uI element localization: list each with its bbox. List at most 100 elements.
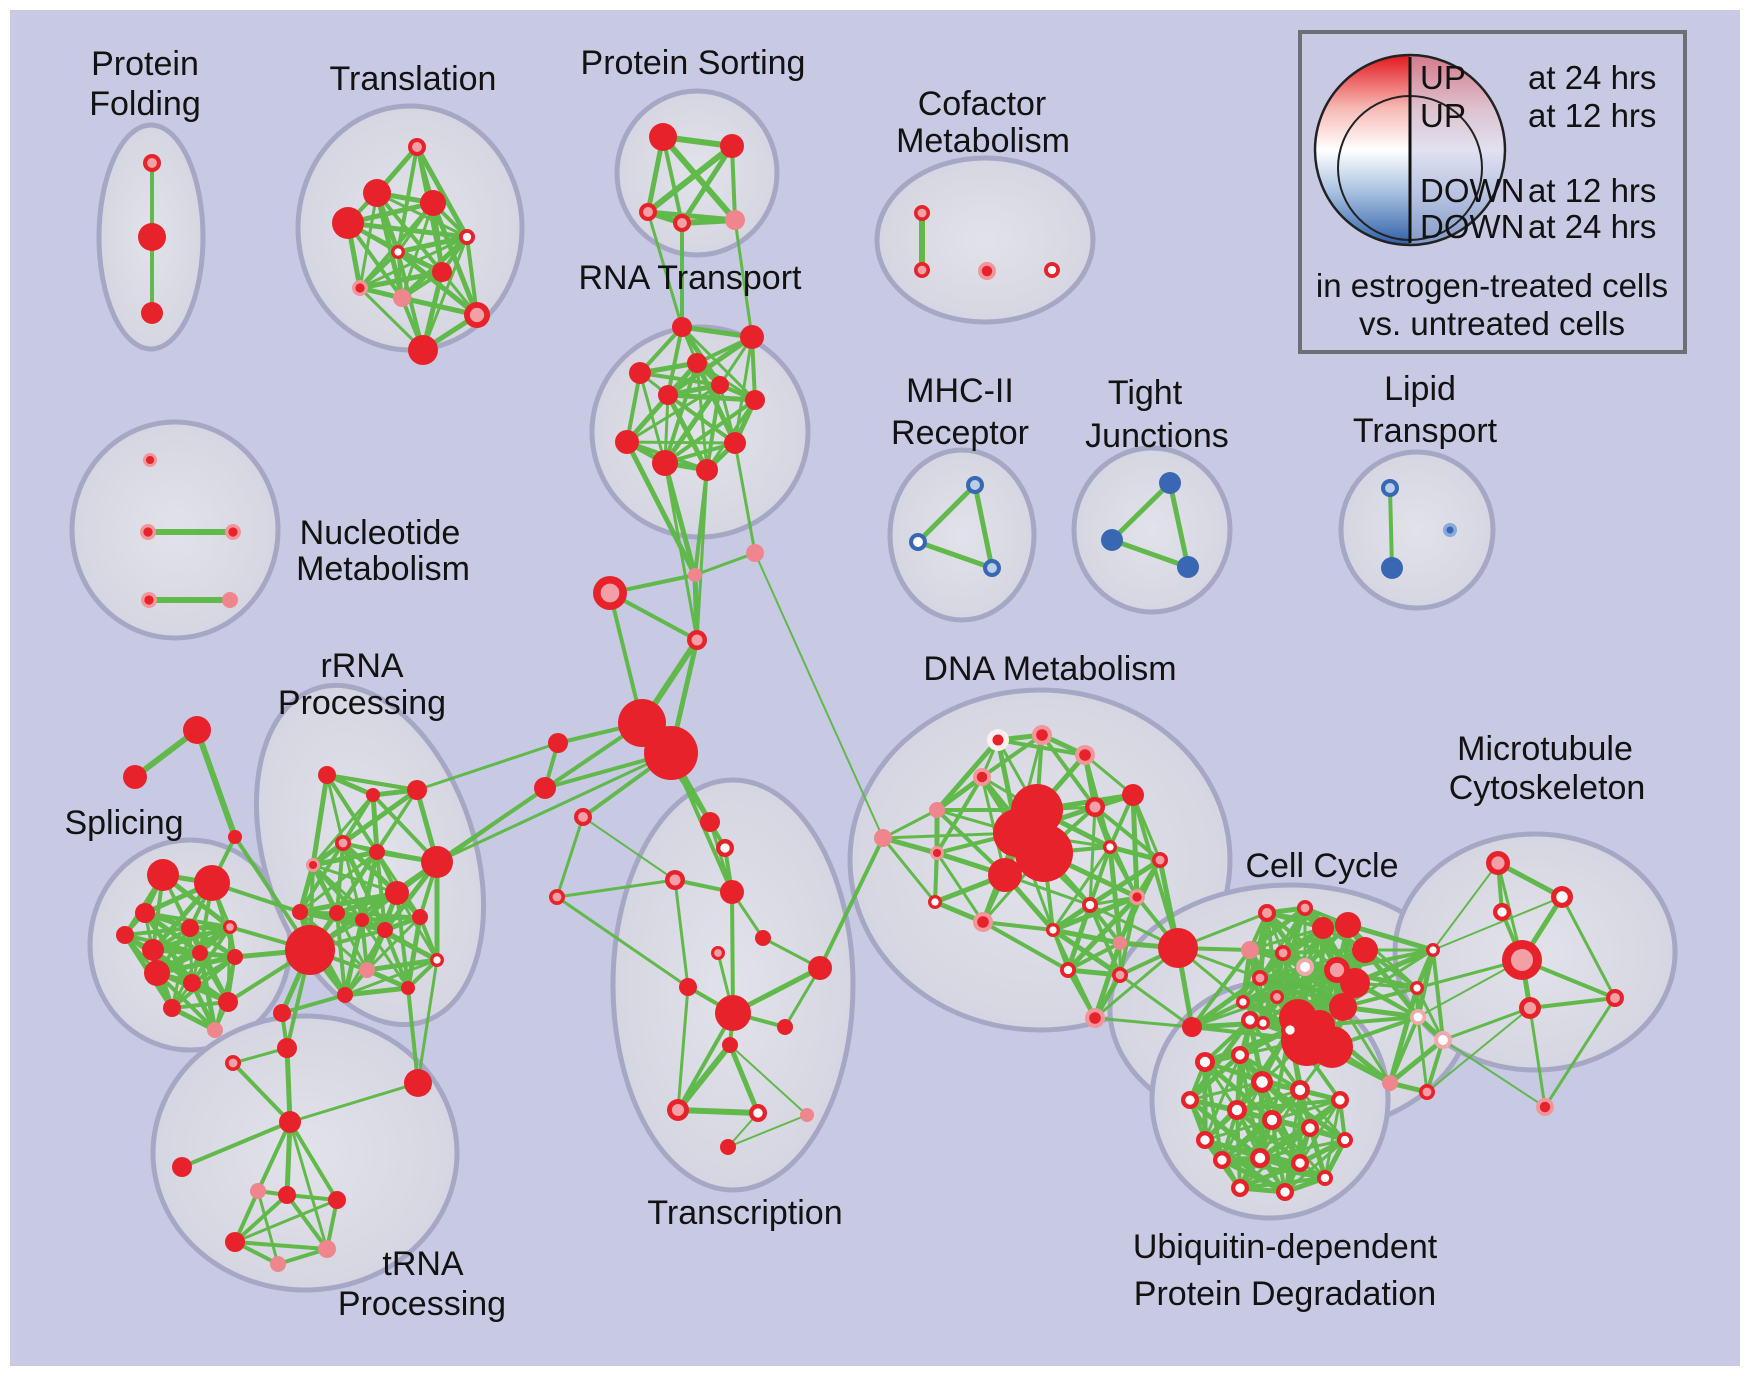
edge — [881, 836, 937, 904]
gene-node — [1195, 1052, 1215, 1072]
gene-node — [207, 1022, 223, 1038]
gene-node — [988, 858, 1022, 892]
gene-node — [1101, 529, 1123, 551]
edge — [915, 539, 995, 571]
cluster-ellipse-tight — [1071, 445, 1233, 615]
edge — [1237, 1160, 1303, 1191]
edge — [233, 1120, 292, 1244]
gene-node — [1410, 1009, 1426, 1025]
edge — [1190, 948, 1252, 1029]
gene-node — [366, 788, 380, 802]
gene-node — [135, 903, 155, 923]
gene-node — [1227, 1100, 1247, 1120]
gene-node — [1262, 1110, 1282, 1130]
edge — [1092, 940, 1123, 1021]
gene-node — [143, 453, 157, 467]
gene-node — [1536, 1098, 1554, 1116]
legend-entry-time: at 12 hrs — [1528, 172, 1656, 209]
gene-node — [1329, 993, 1357, 1021]
edge — [730, 890, 735, 1015]
gene-node — [222, 592, 238, 608]
gene-node — [279, 1111, 301, 1133]
gene-node — [328, 1191, 346, 1209]
cluster-label: Metabolism — [296, 550, 470, 588]
gene-node — [724, 432, 746, 454]
gene-node — [1231, 1179, 1249, 1197]
gene-node — [1085, 1008, 1105, 1028]
legend-entry-time: at 24 hrs — [1528, 59, 1656, 96]
gene-node — [1060, 962, 1076, 978]
gene-node — [181, 919, 199, 937]
gene-node — [983, 559, 1001, 577]
gene-node — [1103, 840, 1117, 854]
edge — [660, 134, 738, 223]
edge — [555, 815, 585, 899]
gene-node — [973, 768, 991, 786]
gene-node — [421, 846, 453, 878]
edge — [1543, 996, 1617, 1109]
edge — [1387, 985, 1420, 1086]
edge — [1247, 905, 1308, 953]
gene-node — [1493, 903, 1511, 921]
edge — [1203, 1118, 1274, 1142]
edge — [625, 383, 722, 444]
gene-node — [363, 179, 391, 207]
edge — [310, 849, 380, 868]
edge — [624, 439, 698, 578]
edge — [415, 741, 560, 792]
cluster-label: Metabolism — [896, 122, 1070, 160]
edge — [285, 1193, 329, 1251]
edge — [754, 552, 884, 839]
edge — [675, 1042, 733, 1113]
nodes — [116, 123, 1624, 1272]
edge — [934, 737, 1001, 813]
gene-node — [1181, 1091, 1199, 1109]
gene-node — [1296, 958, 1314, 976]
edge — [693, 551, 757, 577]
edge — [972, 482, 995, 571]
edge — [1425, 1038, 1445, 1094]
gene-node — [1159, 472, 1181, 494]
edge — [1167, 480, 1191, 570]
edge — [1341, 1005, 1392, 1085]
edge — [383, 928, 410, 990]
cluster-label: RNA Transport — [579, 259, 803, 297]
gene-node — [749, 1104, 767, 1122]
gene-node — [1381, 479, 1399, 497]
edge — [673, 878, 690, 989]
edge — [357, 269, 445, 291]
gene-node — [318, 1240, 336, 1258]
gene-node — [1046, 923, 1060, 937]
edge — [1318, 1015, 1420, 1027]
gene-node — [929, 802, 945, 818]
edge — [1281, 948, 1367, 955]
gene-node — [1502, 940, 1542, 980]
gene-node — [1213, 1151, 1231, 1169]
edge — [288, 1120, 339, 1202]
cluster-ellipse-lipid — [1338, 449, 1496, 611]
gene-node — [1486, 851, 1510, 875]
edge — [679, 143, 735, 226]
gene-node — [593, 576, 627, 610]
gene-node — [672, 317, 692, 337]
gene-node — [1317, 1170, 1333, 1186]
gene-node — [141, 592, 157, 608]
gene-node — [225, 524, 241, 540]
edge — [1432, 862, 1499, 951]
gene-node — [1113, 936, 1127, 950]
legend-faded-half — [1410, 55, 1505, 245]
edge — [430, 200, 480, 318]
gene-node — [549, 889, 565, 905]
edge — [981, 920, 1070, 972]
edge — [881, 836, 1007, 877]
gene-node — [1196, 1131, 1214, 1149]
edge — [661, 135, 684, 225]
edge — [123, 933, 202, 955]
gene-node — [225, 1232, 245, 1252]
gene-node — [385, 881, 409, 905]
edge — [1415, 947, 1436, 1020]
edge — [465, 235, 479, 317]
gene-node — [163, 999, 181, 1017]
gene-node — [459, 229, 475, 245]
edge — [1265, 911, 1350, 927]
